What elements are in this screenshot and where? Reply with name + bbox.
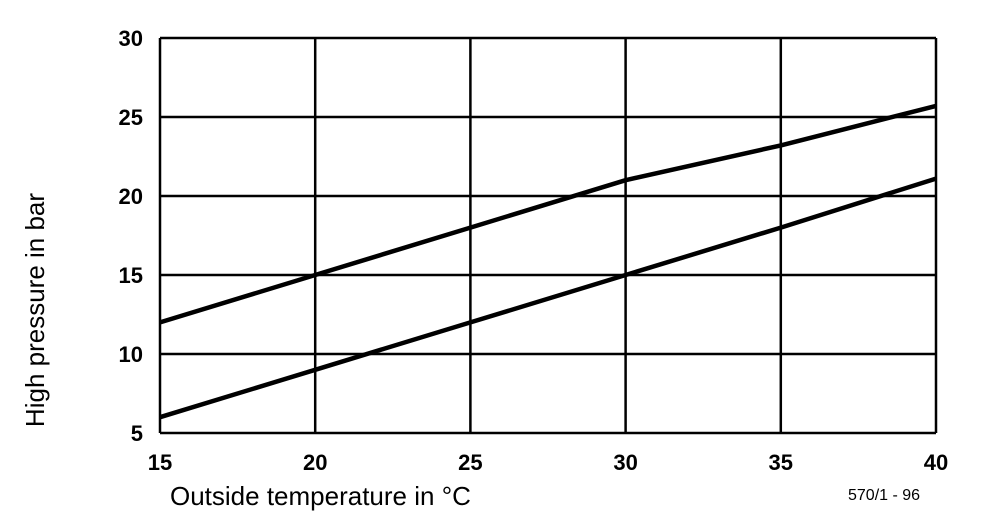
series-lines bbox=[159, 103, 937, 420]
y-axis-ticks: 5 10 15 20 25 30 bbox=[119, 26, 143, 446]
x-tick-label-3: 30 bbox=[613, 450, 637, 475]
y-axis-label: High pressure in bar bbox=[20, 193, 50, 427]
x-axis-ticks: 15 20 25 30 35 40 bbox=[148, 450, 948, 475]
y-tick-label-2: 15 bbox=[119, 263, 143, 288]
x-tick-label-0: 15 bbox=[148, 450, 172, 475]
y-tick-label-0: 5 bbox=[131, 421, 143, 446]
y-tick-label-1: 10 bbox=[119, 342, 143, 367]
x-tick-label-2: 25 bbox=[458, 450, 482, 475]
y-tick-label-5: 30 bbox=[119, 26, 143, 51]
series-line-1 bbox=[159, 103, 937, 325]
x-tick-label-4: 35 bbox=[769, 450, 793, 475]
grid bbox=[158, 36, 938, 435]
x-axis-label: Outside temperature in °C bbox=[170, 481, 471, 511]
x-tick-label-1: 20 bbox=[303, 450, 327, 475]
series-line-2 bbox=[159, 176, 937, 420]
x-tick-label-5: 40 bbox=[924, 450, 948, 475]
y-tick-label-4: 25 bbox=[119, 105, 143, 130]
y-tick-label-3: 20 bbox=[119, 184, 143, 209]
figure-code: 570/1 - 96 bbox=[848, 487, 920, 504]
